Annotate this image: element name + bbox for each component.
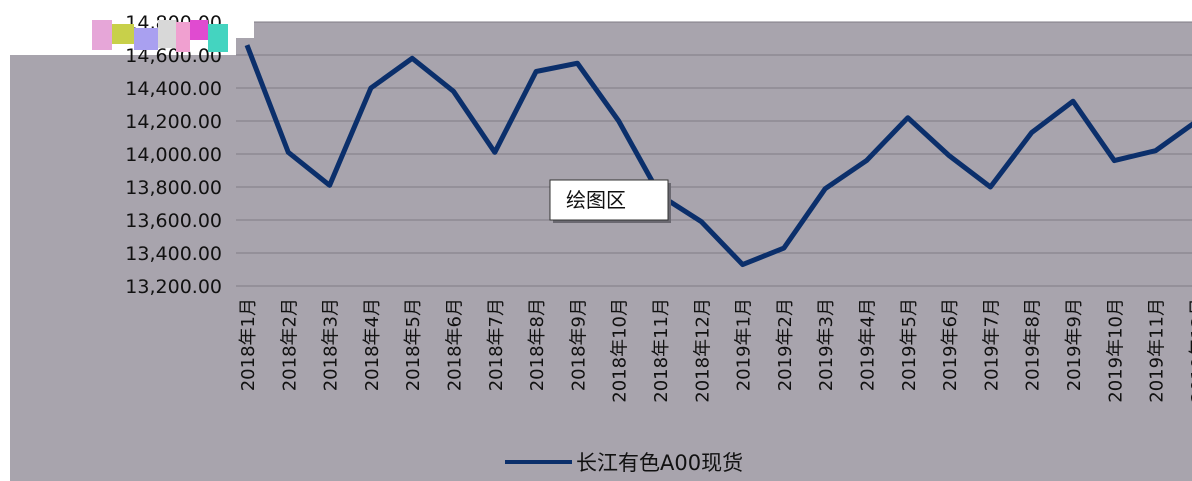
x-tick-label: 2018年3月	[321, 298, 342, 391]
plot-area-tooltip: 绘图区	[549, 179, 671, 223]
x-tick-label: 2018年11月	[651, 298, 672, 403]
y-tick-label: 13,400.00	[125, 243, 222, 265]
x-tick-label: 2019年8月	[1023, 298, 1044, 391]
x-tick-label: 2018年8月	[527, 298, 548, 391]
x-tick-label: 2018年7月	[486, 298, 507, 391]
x-tick-label: 2019年9月	[1064, 298, 1085, 391]
y-tick-label: 13,200.00	[125, 276, 222, 298]
x-tick-label: 2019年7月	[981, 298, 1002, 391]
legend-label: 长江有色A00现货	[576, 451, 743, 475]
y-axis-ticks: 13,200.00 13,400.00 13,600.00 13,800.00 14,0…	[125, 12, 222, 298]
x-tick-label: 2019年2月	[775, 298, 796, 391]
y-tick-label: 13,800.00	[125, 177, 222, 199]
x-tick-label: 2018年10月	[610, 298, 631, 403]
tooltip-box	[549, 179, 669, 221]
y-tick-label: 14,400.00	[125, 78, 222, 100]
series-line	[244, 44, 1192, 268]
x-tick-label: 2019年4月	[858, 298, 879, 391]
x-tick-label: 2018年12月	[692, 298, 713, 403]
x-tick-label: 2018年2月	[279, 298, 300, 391]
x-tick-label: 2019年5月	[899, 298, 920, 391]
x-tick-label: 2018年6月	[445, 298, 466, 391]
gridlines	[236, 21, 1192, 287]
y-tick-label: 13,600.00	[125, 210, 222, 232]
tooltip-text: 绘图区	[566, 188, 626, 212]
x-tick-label: 2019年11月	[1147, 298, 1168, 403]
x-tick-label: 2019年12月	[1188, 298, 1192, 403]
x-tick-label: 2019年6月	[940, 298, 961, 391]
x-tick-label: 2018年1月	[238, 298, 259, 391]
y-tick-label: 14,000.00	[125, 144, 222, 166]
y-tick-label: 14,600.00	[125, 45, 222, 67]
x-tick-label: 2019年10月	[1105, 298, 1126, 403]
x-axis-ticks: 2018年1月 2018年2月 2018年3月 2018年4月 2018年5月 2018年…	[238, 298, 1192, 403]
series-lines	[244, 44, 1192, 268]
x-tick-label: 2019年1月	[734, 298, 755, 391]
x-tick-label: 2018年9月	[568, 298, 589, 391]
x-tick-label: 2018年4月	[362, 298, 383, 391]
y-tick-label: 14,200.00	[125, 111, 222, 133]
x-tick-label: 2018年5月	[403, 298, 424, 391]
legend: 长江有色A00现货	[505, 451, 743, 475]
render-artifact	[92, 18, 254, 52]
x-tick-label: 2019年3月	[816, 298, 837, 391]
